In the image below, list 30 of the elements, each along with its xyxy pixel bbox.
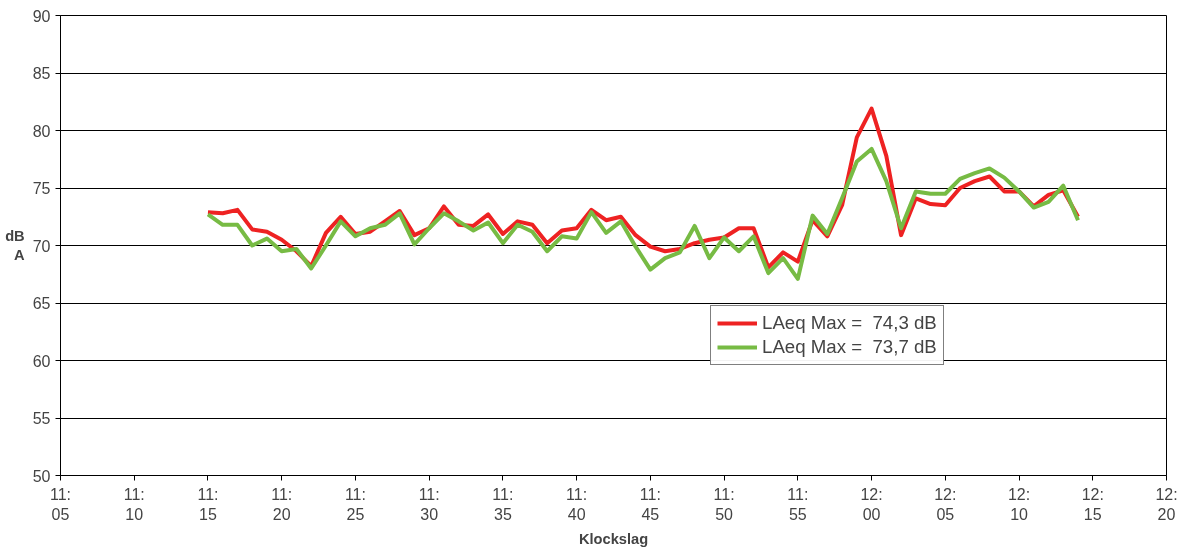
x-tick-label: 12: 20 [1155, 485, 1178, 523]
y-tick-label: 85 [32, 65, 51, 82]
x-tick-label: 11: 15 [197, 485, 219, 523]
y-tick-label: 50 [32, 467, 51, 485]
y-tick-label: 80 [32, 122, 51, 140]
x-tick-label: 11: 45 [639, 485, 661, 523]
x-tick-label: 11: 40 [566, 485, 588, 523]
x-tick-label: 12: 10 [1007, 485, 1031, 523]
x-tick-label: 11: 30 [418, 485, 440, 523]
x-tick-label: 11: 50 [713, 485, 735, 523]
x-tick-label: 11: 35 [492, 485, 514, 523]
y-tick-label: 55 [32, 410, 51, 427]
x-tick-label: 11: 55 [787, 485, 809, 523]
x-tick-label: 12: 15 [1081, 485, 1104, 523]
x-tick-label: 11: 20 [271, 485, 293, 523]
x-tick-label: 12: 00 [860, 485, 883, 523]
legend-label: LAeq Max = 74,3 dB [762, 312, 937, 334]
x-tick-label: 11: 05 [49, 485, 72, 523]
y-axis-title: dB A [5, 227, 26, 264]
y-tick-label: 75 [32, 180, 51, 197]
x-tick-label: 12: 05 [934, 485, 957, 523]
x-axis-title: Klockslag [578, 530, 649, 547]
x-tick-label: 11: 25 [344, 485, 366, 523]
y-tick-label: 70 [32, 237, 51, 255]
y-tick-label: 60 [32, 352, 51, 370]
legend-label: LAeq Max = 73,7 dB [762, 336, 937, 358]
y-tick-label: 65 [32, 295, 51, 312]
x-tick-label: 11: 10 [123, 485, 145, 523]
line-series [205, 146, 1081, 281]
y-tick-label: 90 [32, 7, 51, 25]
